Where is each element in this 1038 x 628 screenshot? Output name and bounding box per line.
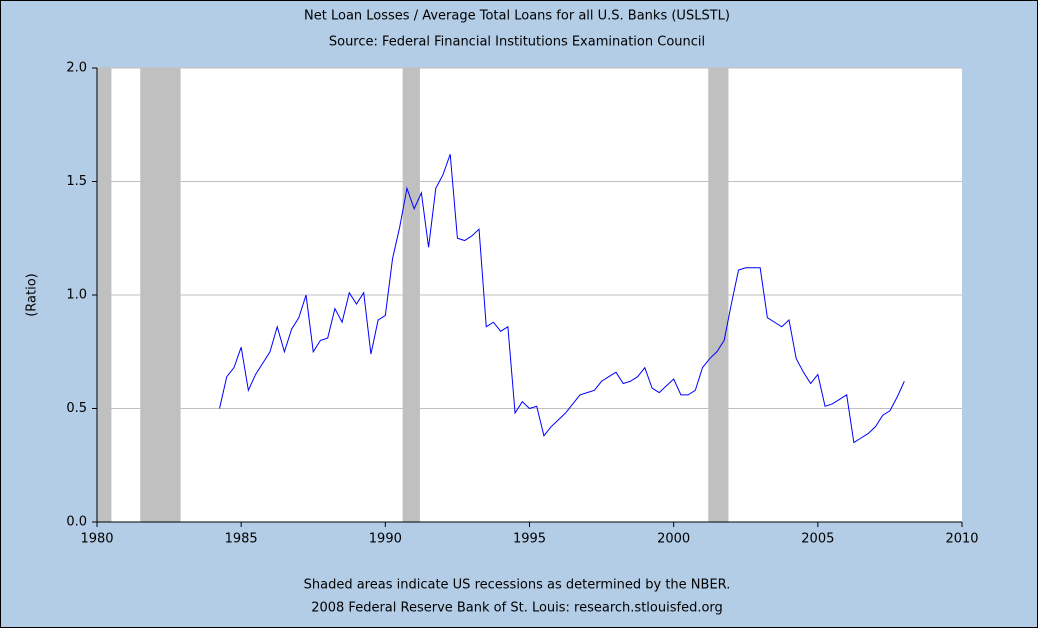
y-tick-label: 2.0 — [66, 61, 87, 76]
y-tick-label: 0.0 — [66, 515, 87, 530]
y-tick-label: 0.5 — [66, 401, 87, 416]
x-tick-label: 2005 — [801, 532, 834, 547]
y-axis-label: (Ratio) — [25, 273, 40, 317]
x-tick-label: 1995 — [513, 532, 546, 547]
data-line — [219, 154, 905, 444]
credit: 2008 Federal Reserve Bank of St. Louis: … — [311, 601, 723, 616]
x-tick-label: 2010 — [945, 532, 978, 547]
x-tick-label: 1980 — [80, 532, 113, 547]
x-tick-label: 2000 — [657, 532, 690, 547]
chart-title: Net Loan Losses / Average Total Loans fo… — [304, 9, 730, 24]
y-tick-label: 1.5 — [66, 174, 87, 189]
x-tick-label: 1985 — [225, 532, 258, 547]
x-tick-label: 1990 — [369, 532, 402, 547]
chart-subtitle: Source: Federal Financial Institutions E… — [329, 35, 705, 50]
footnote: Shaded areas indicate US recessions as d… — [304, 578, 731, 593]
y-tick-label: 1.0 — [66, 288, 87, 303]
